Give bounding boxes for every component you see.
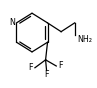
Text: NH₂: NH₂ (78, 35, 93, 44)
Text: F: F (28, 63, 33, 72)
Text: F: F (44, 70, 49, 79)
Text: F: F (58, 61, 63, 70)
Text: N: N (10, 18, 16, 27)
